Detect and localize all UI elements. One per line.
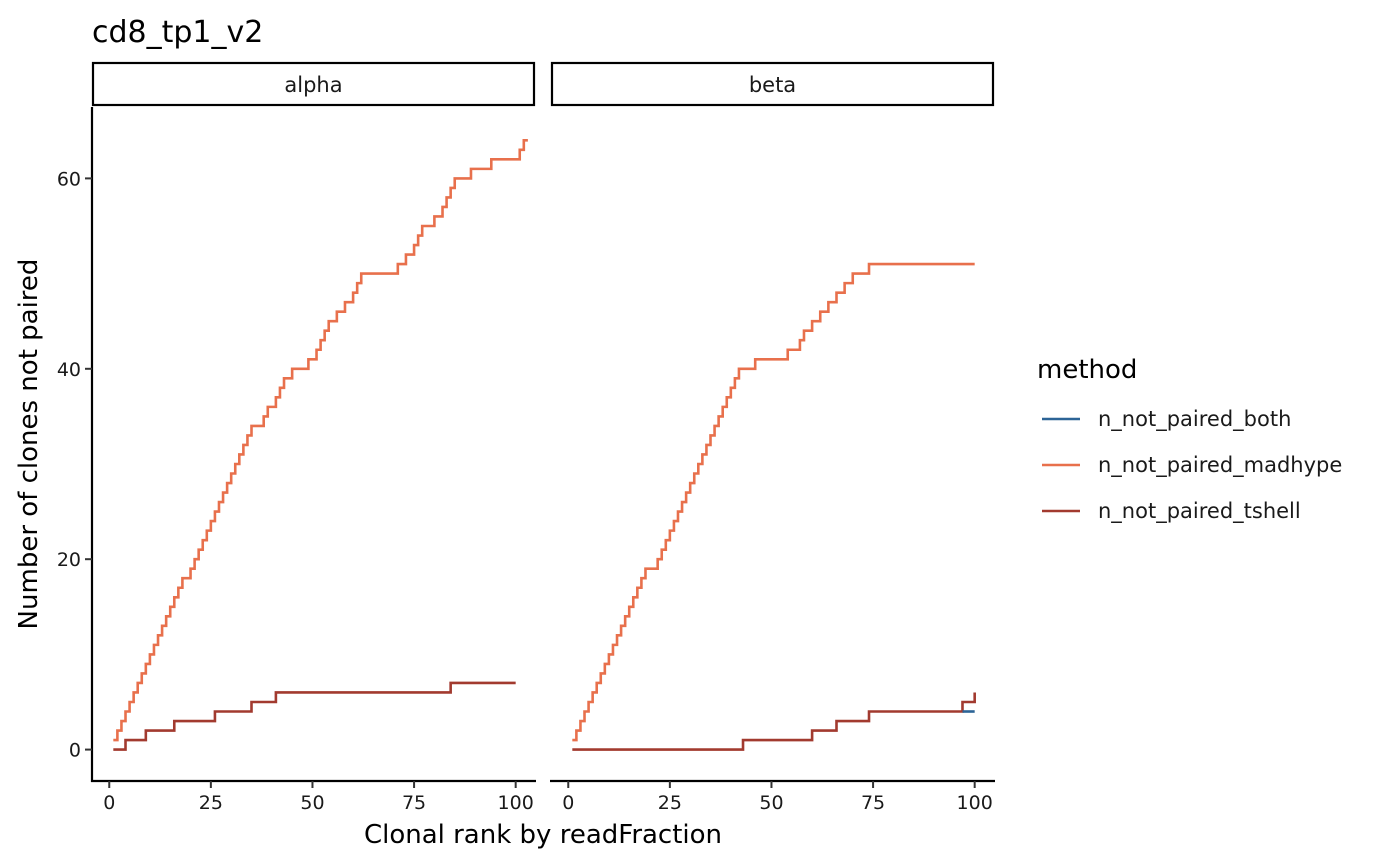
y-tick-label: 20 bbox=[57, 549, 81, 571]
y-tick-label: 60 bbox=[57, 168, 81, 190]
x-tick-label: 25 bbox=[199, 792, 223, 814]
x-tick-label: 0 bbox=[103, 792, 115, 814]
facet-strip bbox=[550, 61, 995, 107]
y-axis-title: Number of clones not paired bbox=[14, 259, 44, 630]
facet-strip bbox=[91, 61, 536, 107]
x-tick-label: 50 bbox=[759, 792, 783, 814]
chart-title: cd8_tp1_v2 bbox=[92, 15, 263, 50]
series-line-n-not-paired-tshell bbox=[572, 692, 976, 751]
series-line-n-not-paired-madhype bbox=[113, 139, 528, 742]
legend-item: n_not_paired_tshell bbox=[1042, 499, 1301, 524]
series-line-n-not-paired-tshell bbox=[113, 681, 516, 751]
facet-panel-beta: beta 0 25 50 75 100 bbox=[550, 61, 995, 814]
facet-strip-label: beta bbox=[749, 73, 796, 97]
x-tick-label: 75 bbox=[861, 792, 885, 814]
x-tick-label: 50 bbox=[300, 792, 324, 814]
legend: method n_not_paired_both n_not_paired_mad… bbox=[1037, 355, 1342, 524]
facet-strip-label: alpha bbox=[284, 73, 342, 97]
legend-item: n_not_paired_madhype bbox=[1042, 453, 1342, 478]
y-tick-label: 40 bbox=[57, 359, 81, 381]
legend-item: n_not_paired_both bbox=[1042, 407, 1291, 432]
y-tick-label: 0 bbox=[69, 740, 81, 762]
legend-label: n_not_paired_both bbox=[1098, 407, 1291, 432]
series-line-n-not-paired-madhype bbox=[572, 262, 975, 742]
facet-panels: alpha 0 25 50 75 100 0 20 40 60 beta 0 25 50 75 100 bbox=[57, 61, 995, 814]
legend-label: n_not_paired_madhype bbox=[1098, 453, 1342, 478]
x-axis-title: Clonal rank by readFraction bbox=[364, 820, 722, 850]
x-tick-label: 100 bbox=[498, 792, 534, 814]
x-tick-label: 100 bbox=[957, 792, 993, 814]
legend-title: method bbox=[1037, 355, 1137, 385]
facet-panel-alpha: alpha 0 25 50 75 100 0 20 40 60 bbox=[57, 61, 536, 814]
x-tick-label: 75 bbox=[402, 792, 426, 814]
legend-label: n_not_paired_tshell bbox=[1098, 499, 1301, 524]
x-tick-label: 0 bbox=[562, 792, 574, 814]
x-tick-label: 25 bbox=[658, 792, 682, 814]
